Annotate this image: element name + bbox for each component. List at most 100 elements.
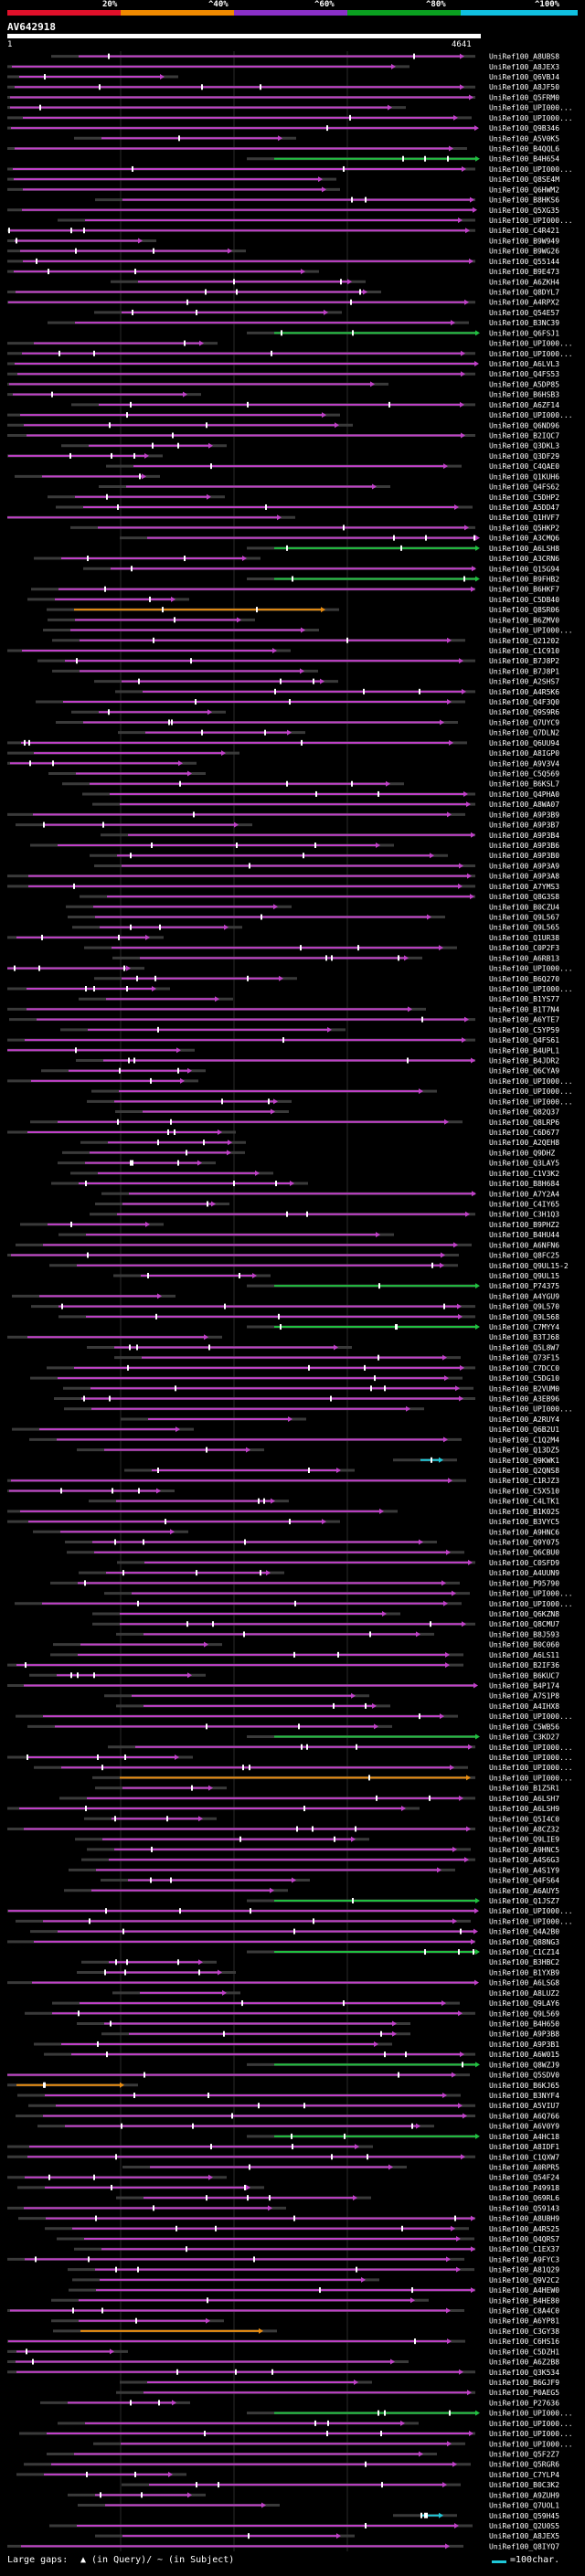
hit-label[interactable]: UniRef100_C1CZ14 xyxy=(489,1948,559,1956)
hit-row[interactable]: UniRef100_Q54E57 xyxy=(94,309,559,317)
hit-row[interactable]: UniRef100_UPI000... xyxy=(7,104,573,112)
hit-row[interactable]: UniRef100_UPI000... xyxy=(58,2420,573,2428)
hit-label[interactable]: UniRef100_C3KD27 xyxy=(489,1733,559,1742)
hit-label[interactable]: UniRef100_Q1JSZ7 xyxy=(489,1897,559,1905)
hit-label[interactable]: UniRef100_Q5XG35 xyxy=(489,207,559,215)
hit-label[interactable]: UniRef100_B4HU44 xyxy=(489,1231,559,1239)
hit-label[interactable]: UniRef100_UPI000... xyxy=(489,965,573,973)
hit-label[interactable]: UniRef100_B4HE80 xyxy=(489,2296,559,2305)
hit-row[interactable]: UniRef100_A6W015 xyxy=(44,2051,559,2059)
hit-label[interactable]: UniRef100_B0C060 xyxy=(489,1641,559,1649)
hit-label[interactable]: UniRef100_P27636 xyxy=(489,2399,559,2407)
hit-label[interactable]: UniRef100_A6Q766 xyxy=(489,2112,559,2120)
hit-label[interactable]: UniRef100_Q9L565 xyxy=(489,924,559,932)
hit-row[interactable]: UniRef100_Q1KUH6 xyxy=(15,472,559,481)
hit-row[interactable]: UniRef100_UPI000... xyxy=(16,1712,573,1721)
hit-row[interactable]: UniRef100_B6ZMV0 xyxy=(48,616,559,624)
hit-row[interactable]: UniRef100_Q6KZN8 xyxy=(92,1610,559,1618)
hit-row[interactable]: UniRef100_C3KD27 xyxy=(247,1733,559,1742)
hit-label[interactable]: UniRef100_C1EX37 xyxy=(489,2245,559,2253)
hit-row[interactable]: UniRef100_UPI000... xyxy=(104,1590,573,1598)
hit-row[interactable]: UniRef100_Q9L568 xyxy=(58,1313,559,1321)
hit-row[interactable]: UniRef100_Q6ND96 xyxy=(7,421,559,429)
hit-row[interactable]: UniRef100_Q8IYQ7 xyxy=(7,2542,559,2550)
hit-label[interactable]: UniRef100_Q9L567 xyxy=(489,914,559,922)
hit-row[interactable]: UniRef100_Q5HKP2 xyxy=(70,524,559,532)
hit-row[interactable]: UniRef100_Q4PHA0 xyxy=(82,790,559,799)
hit-label[interactable]: UniRef100_Q4F3Q0 xyxy=(489,698,559,706)
hit-label[interactable]: UniRef100_Q4FS53 xyxy=(489,370,559,378)
hit-label[interactable]: UniRef100_B9W949 xyxy=(489,237,559,245)
hit-row[interactable]: UniRef100_B3NC39 xyxy=(48,319,559,327)
hit-row[interactable]: UniRef100_Q9KWK1 xyxy=(393,1457,559,1465)
hit-label[interactable]: UniRef100_Q1UR38 xyxy=(489,934,559,942)
hit-label[interactable]: UniRef100_B3NC39 xyxy=(489,319,559,327)
hit-row[interactable]: UniRef100_C8A4C0 xyxy=(7,2306,559,2315)
hit-row[interactable]: UniRef100_A9P3B8 xyxy=(101,2030,559,2039)
hit-row[interactable]: UniRef100_UPI000... xyxy=(91,1087,573,1096)
hit-row[interactable]: UniRef100_C1Q2M4 xyxy=(29,1436,559,1444)
hit-row[interactable]: UniRef100_A6ZKH4 xyxy=(111,278,559,286)
hit-label[interactable]: UniRef100_A9P3A9 xyxy=(489,862,559,870)
hit-row[interactable]: UniRef100_C5DZH1 xyxy=(7,2348,559,2356)
hit-row[interactable]: UniRef100_A6YP81 xyxy=(51,2317,559,2326)
hit-label[interactable]: UniRef100_A4UUN9 xyxy=(489,1569,559,1577)
hit-label[interactable]: UniRef100_Q73F15 xyxy=(489,1354,559,1362)
hit-label[interactable]: UniRef100_Q9V2C2 xyxy=(489,2276,559,2284)
hit-row[interactable]: UniRef100_UPI000... xyxy=(7,985,573,993)
hit-row[interactable]: UniRef100_A6LSG8 xyxy=(7,1979,559,1988)
hit-label[interactable]: UniRef100_A7YMS3 xyxy=(489,883,559,891)
hit-label[interactable]: UniRef100_C5DB40 xyxy=(489,596,559,604)
hit-label[interactable]: UniRef100_A6LVL3 xyxy=(489,360,559,368)
hit-row[interactable]: UniRef100_Q6FSJ1 xyxy=(247,329,559,337)
hit-row[interactable]: UniRef100_A6V0Y9 xyxy=(37,2123,559,2131)
hit-label[interactable]: UniRef100_UPI000... xyxy=(489,1754,573,1762)
hit-label[interactable]: UniRef100_A6Z2B8 xyxy=(489,2359,559,2367)
hit-row[interactable]: UniRef100_B4H650 xyxy=(77,2020,559,2029)
hit-row[interactable]: UniRef100_P74375 xyxy=(247,1282,559,1290)
hit-label[interactable]: UniRef100_C4QAE0 xyxy=(489,462,559,471)
hit-label[interactable]: UniRef100_C1RJZ3 xyxy=(489,1477,559,1485)
hit-label[interactable]: UniRef100_C5X510 xyxy=(489,1487,559,1495)
hit-row[interactable]: UniRef100_Q4F3Q0 xyxy=(36,698,559,706)
hit-label[interactable]: UniRef100_C7MYY4 xyxy=(489,1323,559,1331)
hit-label[interactable]: UniRef100_B4QQL6 xyxy=(489,145,559,154)
hit-row[interactable]: UniRef100_A4S6G3 xyxy=(81,1856,559,1864)
hit-row[interactable]: UniRef100_A9HNC6 xyxy=(33,1528,559,1536)
hit-label[interactable]: UniRef100_C1Q2M4 xyxy=(489,1436,559,1444)
hit-label[interactable]: UniRef100_A7S1P8 xyxy=(489,1692,559,1701)
hit-row[interactable]: UniRef100_C1QXW7 xyxy=(7,2153,559,2161)
hit-row[interactable]: UniRef100_Q9L567 xyxy=(68,914,559,922)
hit-label[interactable]: UniRef100_A5DP85 xyxy=(489,380,559,388)
hit-label[interactable]: UniRef100_Q5FRM0 xyxy=(489,93,559,101)
hit-label[interactable]: UniRef100_C5DG10 xyxy=(489,1374,559,1383)
hit-label[interactable]: UniRef100_A4S1Y9 xyxy=(489,1866,559,1874)
hit-row[interactable]: UniRef100_Q7DLN2 xyxy=(118,729,559,737)
hit-row[interactable]: UniRef100_A6Z2B8 xyxy=(7,2359,559,2367)
hit-label[interactable]: UniRef100_A9P3B4 xyxy=(489,832,559,840)
hit-row[interactable]: UniRef100_A6LSH8 xyxy=(247,545,559,553)
hit-label[interactable]: UniRef100_UPI000... xyxy=(489,1087,573,1096)
hit-row[interactable]: UniRef100_A9FYC3 xyxy=(7,2255,559,2263)
hit-label[interactable]: UniRef100_A4S6G3 xyxy=(489,1856,559,1864)
hit-row[interactable]: UniRef100_A5VIU7 xyxy=(28,2102,559,2110)
hit-label[interactable]: UniRef100_B3VYC5 xyxy=(489,1518,559,1526)
hit-label[interactable]: UniRef100_C4LTK1 xyxy=(489,1498,559,1506)
hit-label[interactable]: UniRef100_A9HNC6 xyxy=(489,1528,559,1536)
hit-label[interactable]: UniRef100_Q8G3S8 xyxy=(489,893,559,901)
hit-row[interactable]: UniRef100_B4QQL6 xyxy=(7,145,559,154)
hit-row[interactable]: UniRef100_B1YXB9 xyxy=(77,1968,559,1977)
hit-label[interactable]: UniRef100_B4H654 xyxy=(489,155,559,164)
hit-row[interactable]: UniRef100_Q4QRS7 xyxy=(57,2235,559,2243)
hit-row[interactable]: UniRef100_A8JEX3 xyxy=(7,63,559,71)
hit-row[interactable]: UniRef100_Q9V2C2 xyxy=(72,2276,559,2284)
hit-row[interactable]: UniRef100_Q9LIE9 xyxy=(75,1836,559,1844)
hit-row[interactable]: UniRef100_UPI000... xyxy=(58,217,573,225)
hit-label[interactable]: UniRef100_UPI000... xyxy=(489,2440,573,2448)
hit-label[interactable]: UniRef100_B3NYF4 xyxy=(489,2092,559,2100)
hit-label[interactable]: UniRef100_B2VUM0 xyxy=(489,1384,559,1393)
hit-label[interactable]: UniRef100_Q4PHA0 xyxy=(489,790,559,799)
hit-label[interactable]: UniRef100_B6GJF9 xyxy=(489,2379,559,2387)
hit-label[interactable]: UniRef100_A8JEX3 xyxy=(489,63,559,71)
hit-row[interactable]: UniRef100_Q9UL15-2 xyxy=(49,1262,569,1270)
